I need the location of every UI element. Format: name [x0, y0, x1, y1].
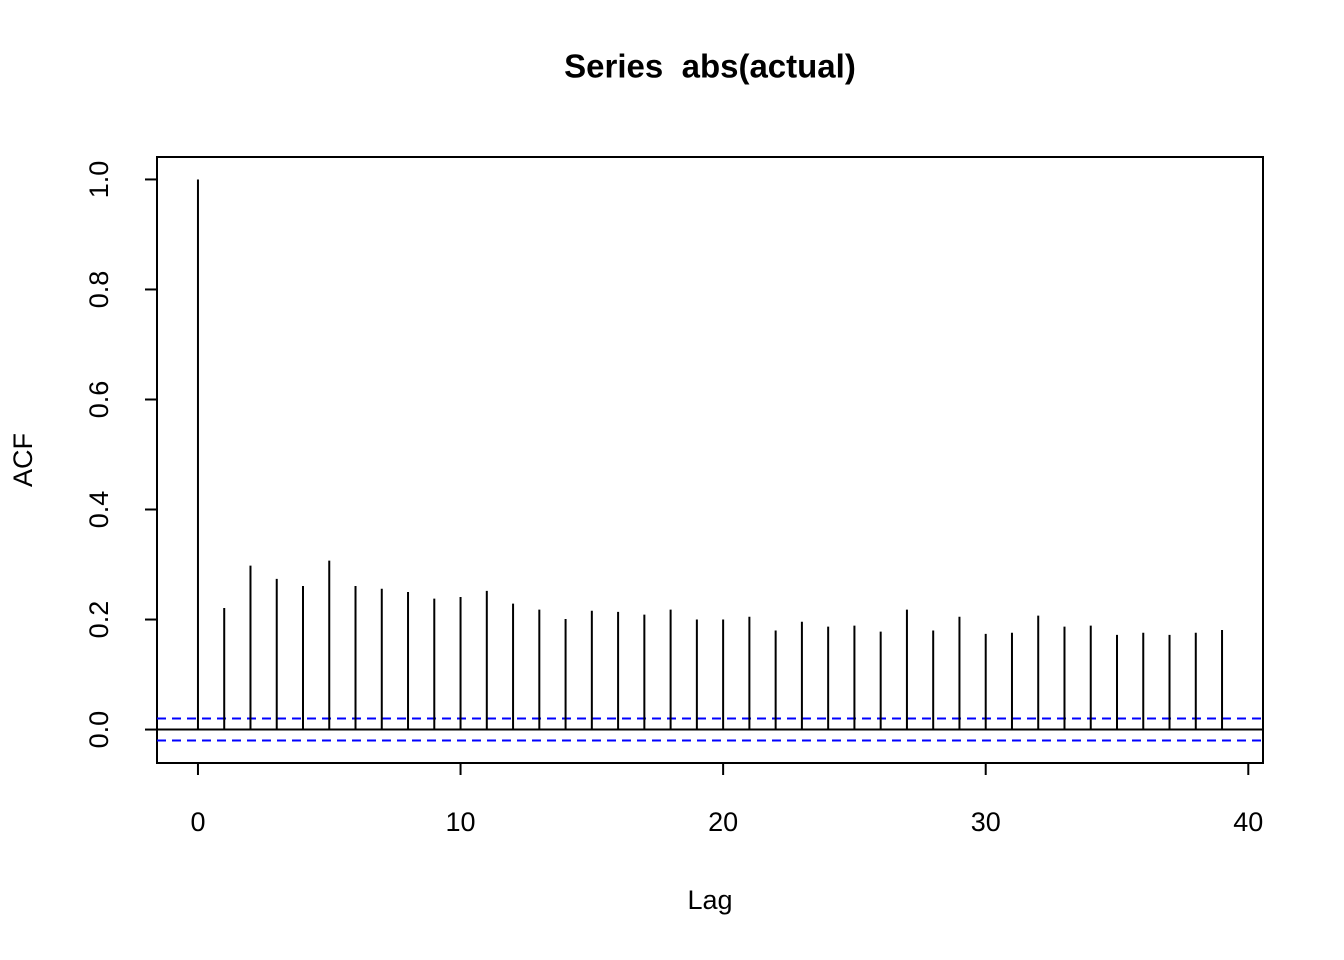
y-tick-label: 0.4 [84, 491, 114, 529]
y-tick-label: 0.0 [84, 711, 114, 749]
y-axis-label: ACF [8, 433, 38, 487]
x-tick-label: 40 [1233, 807, 1263, 837]
x-axis-label: Lag [687, 885, 732, 915]
y-tick-label: 1.0 [84, 161, 114, 199]
chart-title: Series abs(actual) [564, 48, 856, 85]
plot-frame [156, 156, 1264, 764]
x-tick-label: 30 [971, 807, 1001, 837]
x-tick-label: 10 [446, 807, 476, 837]
x-tick-label: 0 [190, 807, 205, 837]
y-tick-label: 0.2 [84, 601, 114, 639]
y-tick-label: 0.8 [84, 271, 114, 309]
x-tick-label: 20 [708, 807, 738, 837]
y-tick-label: 0.6 [84, 381, 114, 419]
